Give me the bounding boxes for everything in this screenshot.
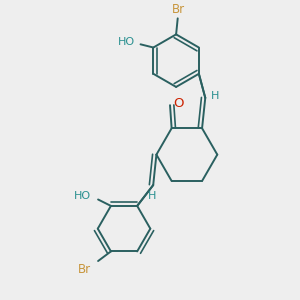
Text: Br: Br <box>78 262 91 275</box>
Text: H: H <box>211 91 220 101</box>
Text: H: H <box>147 191 156 201</box>
Text: HO: HO <box>118 37 135 47</box>
Text: HO: HO <box>74 191 91 201</box>
Text: O: O <box>174 97 184 110</box>
Text: Br: Br <box>172 3 185 16</box>
